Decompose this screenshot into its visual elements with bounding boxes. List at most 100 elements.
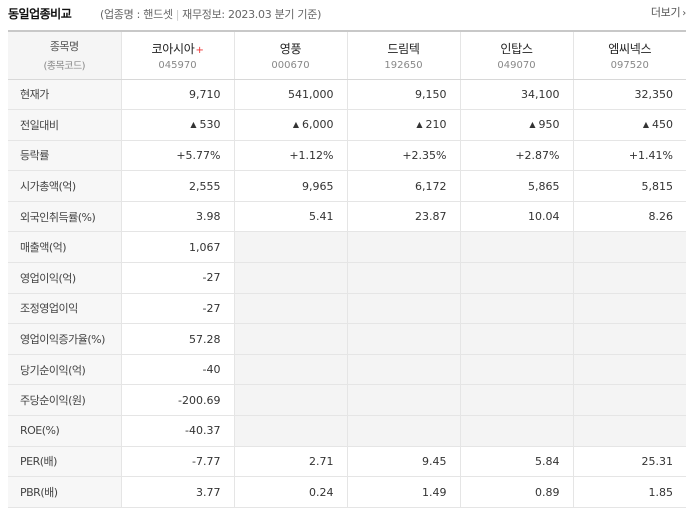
row-label: 주당순이익(원)	[8, 384, 121, 417]
value-cell: 8.26	[572, 201, 686, 233]
company-name-text: 코아시아	[151, 41, 195, 56]
value-cell: 3.77	[120, 476, 234, 508]
up-triangle-icon: ▲	[642, 120, 649, 130]
value-cell: 1.85	[572, 476, 686, 508]
row-label: PBR(배)	[8, 476, 121, 508]
table-row: 등락률 +5.77% +1.12% +2.35% +2.87% +1.41%	[8, 140, 686, 172]
empty-cell	[233, 323, 347, 355]
empty-cell	[459, 262, 573, 294]
company-name[interactable]: 인탑스	[461, 40, 573, 57]
section-header: 동일업종비교 (업종명 : 핸드셋 | 재무정보: 2023.03 분기 기준) 더…	[8, 4, 686, 24]
value-cell: ▲ 450	[572, 109, 686, 141]
value-cell: ▲ 530	[120, 109, 234, 141]
value-cell: 23.87	[346, 201, 460, 233]
row-label: ROE(%)	[8, 415, 121, 447]
row-label: 외국인취득률(%)	[8, 201, 121, 233]
empty-cell	[346, 323, 460, 355]
change-value: 530	[199, 118, 221, 132]
empty-cell	[346, 354, 460, 386]
company-name-text: 영풍	[279, 41, 302, 56]
table-row: 당기순이익(억) -40	[8, 354, 686, 386]
company-name[interactable]: 코아시아+	[122, 40, 234, 57]
empty-cell	[572, 384, 686, 417]
value-cell: -40.37	[120, 415, 234, 447]
industry-comparison-table: 종목명 (종목코드) 코아시아+ 045970 영풍 000670 드림텍 192650 인…	[8, 30, 686, 508]
company-name[interactable]: 영풍	[235, 40, 347, 57]
company-name[interactable]: 드림텍	[348, 40, 460, 57]
value-cell: +2.35%	[346, 140, 460, 172]
row-label: 매출액(억)	[8, 231, 121, 264]
value-cell: 5.84	[459, 446, 573, 478]
empty-cell	[346, 415, 460, 447]
company-code: 045970	[158, 59, 197, 71]
value-cell: 9.45	[346, 446, 460, 478]
table-row: 현재가 9,710 541,000 9,150 34,100 32,350	[8, 79, 686, 111]
change-value: 210	[425, 118, 447, 132]
stock-name-header: 종목명	[49, 40, 79, 54]
empty-cell	[346, 231, 460, 264]
industry-label: (업종명 : 핸드셋	[100, 8, 173, 21]
row-label: PER(배)	[8, 446, 121, 478]
value-cell: -200.69	[120, 384, 234, 417]
row-label: 영업이익(억)	[8, 262, 121, 294]
company-code: 000670	[271, 59, 310, 71]
empty-cell	[572, 231, 686, 264]
value-cell: -7.77	[120, 446, 234, 478]
empty-cell	[459, 231, 573, 264]
up-triangle-icon: ▲	[292, 120, 299, 130]
empty-cell	[459, 415, 573, 447]
table-row: 전일대비 ▲ 530 ▲ 6,000 ▲ 210 ▲ 950 ▲ 450	[8, 109, 686, 141]
table-row: 매출액(억) 1,067	[8, 231, 686, 264]
value-cell: 10.04	[459, 201, 573, 233]
company-name-text: 드림텍	[387, 41, 420, 56]
row-label: 등락률	[8, 140, 121, 172]
row-label: 영업이익증가율(%)	[8, 323, 121, 355]
table-row: ROE(%) -40.37	[8, 415, 686, 447]
empty-cell	[346, 262, 460, 294]
value-cell: -27	[120, 262, 234, 294]
table-row: PER(배) -7.77 2.71 9.45 5.84 25.31	[8, 446, 686, 478]
change-value: 950	[538, 118, 560, 132]
company-header[interactable]: 엠씨넥스 097520	[572, 30, 687, 80]
empty-cell	[459, 323, 573, 355]
company-header[interactable]: 코아시아+ 045970	[120, 30, 234, 80]
empty-cell	[572, 262, 686, 294]
value-cell: 1,067	[120, 231, 234, 264]
more-link-label: 더보기	[650, 6, 681, 19]
empty-cell	[572, 323, 686, 355]
empty-cell	[233, 384, 347, 417]
company-header[interactable]: 영풍 000670	[233, 30, 347, 80]
company-header[interactable]: 인탑스 049070	[459, 30, 573, 80]
value-cell: 25.31	[572, 446, 686, 478]
company-name[interactable]: 엠씨넥스	[574, 40, 687, 57]
divider: |	[175, 8, 180, 21]
value-cell: 9,150	[346, 79, 460, 111]
value-cell: ▲ 950	[459, 109, 573, 141]
row-label: 전일대비	[8, 109, 121, 141]
empty-cell	[346, 293, 460, 325]
empty-cell	[459, 354, 573, 386]
more-link[interactable]: 더보기 ›	[651, 4, 686, 20]
value-cell: +2.87%	[459, 140, 573, 172]
value-cell: 5,865	[459, 170, 573, 202]
corner-header: 종목명 (종목코드)	[8, 30, 121, 80]
empty-cell	[233, 262, 347, 294]
empty-cell	[459, 384, 573, 417]
change-value: 6,000	[302, 118, 334, 132]
company-code: 192650	[384, 59, 423, 71]
value-cell: -40	[120, 354, 234, 386]
value-cell: 57.28	[120, 323, 234, 355]
empty-cell	[233, 354, 347, 386]
up-triangle-icon: ▲	[416, 120, 423, 130]
change-value: 450	[652, 118, 673, 132]
value-cell: 6,172	[346, 170, 460, 202]
company-name-text: 인탑스	[500, 41, 533, 56]
company-code: 097520	[610, 59, 649, 71]
value-cell: 32,350	[572, 79, 686, 111]
empty-cell	[346, 384, 460, 417]
company-header[interactable]: 드림텍 192650	[346, 30, 460, 80]
up-triangle-icon: ▲	[190, 120, 197, 130]
current-stock-mark: +	[195, 44, 204, 56]
value-cell: 9,965	[233, 170, 347, 202]
row-label: 당기순이익(억)	[8, 354, 121, 386]
